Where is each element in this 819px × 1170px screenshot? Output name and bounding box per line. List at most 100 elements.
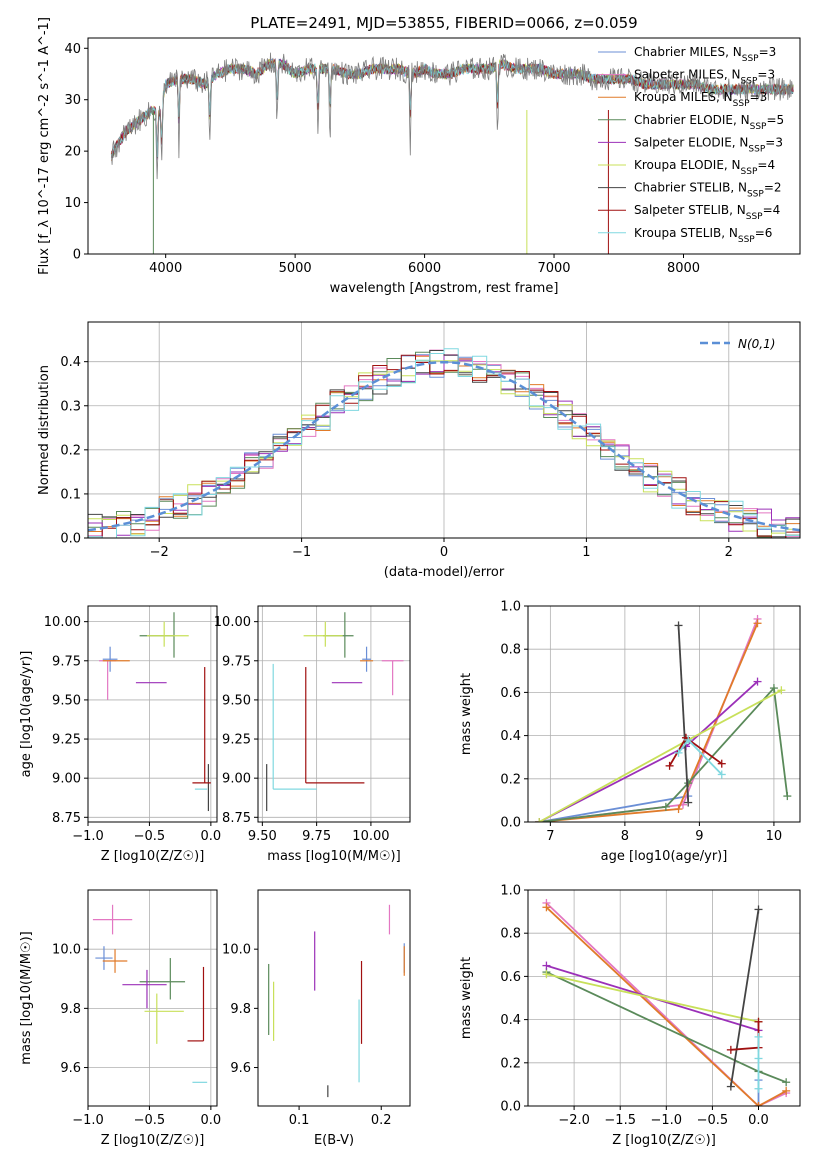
y-tick-label: 40 — [64, 42, 81, 57]
y-tick-label: 0.6 — [500, 970, 521, 985]
y-tick-label: 0.2 — [60, 443, 81, 458]
axes-frame — [87, 605, 218, 823]
weight-series — [539, 795, 689, 822]
x-axis-label: mass [log10(M/M☉)] — [267, 849, 400, 864]
x-tick-label: −0.5 — [697, 1113, 729, 1128]
y-tick-label: 9.00 — [222, 772, 251, 787]
x-tick-label: −2.0 — [558, 1113, 590, 1128]
weight-series — [545, 902, 787, 1106]
x-axis-label: Z [log10(Z/Z☉)] — [612, 1133, 716, 1148]
axes-frame — [257, 889, 411, 1107]
y-tick-label: 1.0 — [500, 884, 521, 899]
weight-series — [539, 622, 759, 822]
axes-frame — [257, 605, 411, 823]
age-vs-mass-panel: 9.50 9.75 10.00 8.75 9.00 9.25 9.50 9.75 10.00 ma… — [214, 605, 411, 864]
x-tick-label: 0.0 — [201, 829, 222, 844]
y-axis-label: Normed distribution — [37, 365, 52, 495]
y-tick-label: 8.75 — [222, 811, 251, 826]
errorbars — [92, 904, 208, 1083]
y-tick-label: 0.8 — [500, 927, 521, 942]
histograms — [88, 348, 800, 538]
x-tick-label: −2 — [150, 545, 169, 560]
y-tick-label: 10.0 — [52, 943, 81, 958]
histogram-series — [88, 354, 800, 538]
y-tick-label: 0.4 — [60, 355, 81, 370]
y-tick-label: 0.2 — [500, 1056, 521, 1071]
errorbars — [266, 612, 404, 812]
axes-frame — [527, 605, 801, 823]
legend-label: Chabrier MILES, NSSP=3 — [634, 45, 776, 64]
x-tick-label: 0.0 — [201, 1113, 222, 1128]
mass-vs-Z-panel: −1.0 −0.5 0.0 9.6 9.8 10.0 Z [log10(Z/Z☉)] mass… — [19, 889, 222, 1148]
legend-label: Kroupa STELIB, NSSP=6 — [634, 226, 772, 245]
x-tick-label: 9.75 — [302, 829, 331, 844]
y-tick-label: 9.6 — [230, 1061, 251, 1076]
errorbars — [268, 904, 405, 1098]
y-tick-label: 20 — [64, 145, 81, 160]
weight-series — [668, 736, 723, 767]
y-axis-label: Flux [f_λ 10^-17 erg cm^-2 s^-1 A^-1] — [37, 17, 52, 275]
x-tick-label: 0 — [440, 545, 448, 560]
y-tick-label: 10 — [64, 196, 81, 211]
x-tick-label: 8000 — [667, 261, 700, 276]
errorbars — [99, 612, 211, 812]
y-tick-label: 0.0 — [60, 532, 81, 547]
y-tick-label: 9.8 — [60, 1002, 81, 1017]
y-tick-label: 1.0 — [500, 600, 521, 615]
y-tick-label: 0.4 — [500, 1013, 521, 1028]
spectrum-panel: 4000 5000 6000 7000 8000 0 10 20 30 40 wavelength … — [37, 17, 801, 296]
legend-label: Kroupa ELODIE, NSSP=4 — [634, 158, 775, 177]
age-vs-Z-panel: −1.0 −0.5 0.0 8.75 9.00 9.25 9.50 9.75 10.00 Z [l… — [19, 605, 222, 864]
y-tick-label: 0.1 — [60, 487, 81, 502]
y-tick-label: 0.8 — [500, 643, 521, 658]
y-tick-label: 9.50 — [222, 693, 251, 708]
y-tick-label: 10.00 — [214, 615, 251, 630]
y-tick-label: 0.0 — [500, 1100, 521, 1115]
legend-label: Salpeter STELIB, NSSP=4 — [634, 203, 780, 222]
x-axis-label: E(B-V) — [314, 1133, 354, 1148]
histogram-series — [88, 348, 800, 538]
legend-label: N(0,1) — [738, 337, 775, 351]
spectrum-lines — [110, 52, 794, 254]
x-axis-label: wavelength [Angstrom, rest frame] — [330, 281, 559, 296]
x-tick-label: 6000 — [408, 261, 441, 276]
x-tick-label: −1.5 — [604, 1113, 636, 1128]
y-tick-label: 10.00 — [44, 615, 81, 630]
x-tick-label: 5000 — [279, 261, 312, 276]
y-axis-label: mass weight — [459, 673, 474, 755]
weight-lines — [535, 614, 792, 822]
figure-title: PLATE=2491, MJD=53855, FIBERID=0066, z=0… — [250, 14, 637, 32]
axes-frame — [87, 37, 801, 255]
legend-label: Chabrier ELODIE, NSSP=5 — [634, 113, 784, 132]
weight-series — [545, 906, 787, 1106]
x-tick-label: −1 — [292, 545, 311, 560]
weight-series — [729, 909, 760, 1087]
weight-series — [546, 973, 759, 1023]
x-tick-label: −1.0 — [651, 1113, 683, 1128]
x-tick-label: −0.5 — [134, 1113, 166, 1128]
y-tick-label: 0.3 — [60, 399, 81, 414]
x-tick-label: 9.50 — [248, 829, 277, 844]
weight-lines — [542, 898, 791, 1106]
residuals-panel: −2 −1 0 1 2 0.0 0.1 0.2 0.3 0.4 (data-model)/error… — [37, 321, 801, 580]
x-tick-label: 9 — [695, 829, 703, 844]
x-axis-label: age [log10(age/yr)] — [601, 849, 728, 864]
axes-frame — [527, 889, 801, 1107]
y-tick-label: 0.2 — [500, 772, 521, 787]
weight-series — [538, 689, 782, 822]
x-tick-label: 7 — [546, 829, 554, 844]
weight-vs-Z-panel: −2.0 −1.5 −1.0 −0.5 0.0 0.0 0.2 0.4 0.6 0.8 1.0 Z [… — [459, 884, 801, 1148]
mass-vs-ebv-panel: 0.1 0.2 9.6 9.8 10.0 E(B-V) — [222, 889, 411, 1148]
x-axis-label: Z [log10(Z/Z☉)] — [101, 1133, 205, 1148]
x-tick-label: 1 — [582, 545, 590, 560]
y-tick-label: 0 — [73, 248, 81, 263]
x-tick-label: 4000 — [149, 261, 182, 276]
normal-curve — [88, 360, 800, 532]
x-tick-label: 2 — [725, 545, 733, 560]
x-tick-label: 10 — [766, 829, 783, 844]
y-tick-label: 9.6 — [60, 1061, 81, 1076]
y-tick-label: 0.6 — [500, 686, 521, 701]
y-tick-label: 9.50 — [52, 693, 81, 708]
